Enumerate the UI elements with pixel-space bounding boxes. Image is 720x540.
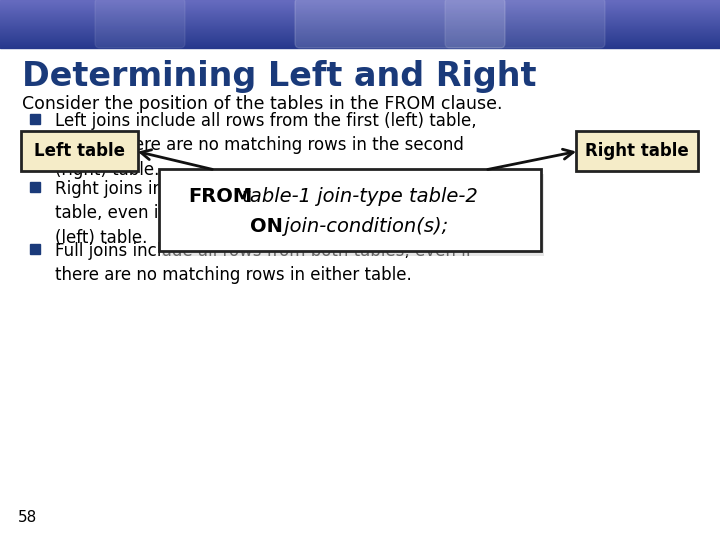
Bar: [0, 20, 720, 21]
Bar: [30, 114, 40, 124]
Bar: [0, 14, 720, 15]
Bar: [0, 1, 720, 2]
Bar: [0, 8, 720, 9]
Bar: [0, 4, 720, 5]
Bar: [0, 34, 720, 35]
Bar: [0, 32, 720, 33]
Bar: [0, 30, 720, 31]
Bar: [30, 244, 40, 254]
Bar: [0, 21, 720, 22]
Text: Right table: Right table: [585, 142, 689, 160]
Bar: [0, 18, 720, 19]
Bar: [0, 13, 720, 14]
Bar: [0, 29, 720, 30]
Text: join-condition(s);: join-condition(s);: [278, 217, 449, 235]
Bar: [0, 44, 720, 45]
Bar: [0, 11, 720, 12]
Bar: [0, 3, 720, 4]
FancyBboxPatch shape: [162, 174, 544, 256]
Bar: [0, 27, 720, 28]
FancyBboxPatch shape: [576, 131, 698, 171]
Text: Consider the position of the tables in the FROM clause.: Consider the position of the tables in t…: [22, 95, 503, 113]
Text: 58: 58: [18, 510, 37, 525]
Bar: [0, 9, 720, 10]
Bar: [30, 182, 40, 192]
Text: Right joins include all rows from the second (right)
table, even if there are no: Right joins include all rows from the se…: [55, 180, 490, 247]
Bar: [0, 10, 720, 11]
Bar: [0, 23, 720, 24]
Bar: [0, 38, 720, 39]
Bar: [0, 35, 720, 36]
FancyBboxPatch shape: [95, 0, 185, 48]
Bar: [0, 42, 720, 43]
Bar: [0, 17, 720, 18]
Bar: [0, 31, 720, 32]
Bar: [0, 0, 720, 1]
Bar: [0, 16, 720, 17]
Bar: [0, 43, 720, 44]
Bar: [0, 46, 720, 47]
FancyBboxPatch shape: [445, 0, 605, 48]
Bar: [0, 5, 720, 6]
Bar: [0, 6, 720, 7]
Bar: [0, 40, 720, 41]
Bar: [0, 36, 720, 37]
Text: ON: ON: [250, 217, 283, 235]
FancyBboxPatch shape: [295, 0, 505, 48]
Text: Left joins include all rows from the first (left) table,
even if there are no ma: Left joins include all rows from the fir…: [55, 112, 477, 179]
Bar: [0, 19, 720, 20]
FancyBboxPatch shape: [21, 131, 138, 171]
Bar: [0, 2, 720, 3]
Bar: [0, 25, 720, 26]
Bar: [0, 39, 720, 40]
Bar: [0, 7, 720, 8]
Bar: [0, 37, 720, 38]
Text: Full joins include all rows from both tables, even if
there are no matching rows: Full joins include all rows from both ta…: [55, 242, 472, 284]
Bar: [0, 12, 720, 13]
Bar: [0, 15, 720, 16]
Text: Determining Left and Right: Determining Left and Right: [22, 60, 536, 93]
FancyBboxPatch shape: [159, 169, 541, 251]
Text: table-1 join-type table-2: table-1 join-type table-2: [236, 187, 478, 206]
Bar: [0, 33, 720, 34]
Bar: [0, 41, 720, 42]
Bar: [0, 28, 720, 29]
Bar: [0, 24, 720, 25]
Text: FROM: FROM: [188, 187, 252, 206]
Bar: [0, 26, 720, 27]
Bar: [0, 22, 720, 23]
Text: Left table: Left table: [34, 142, 125, 160]
Bar: [0, 47, 720, 48]
Bar: [0, 45, 720, 46]
